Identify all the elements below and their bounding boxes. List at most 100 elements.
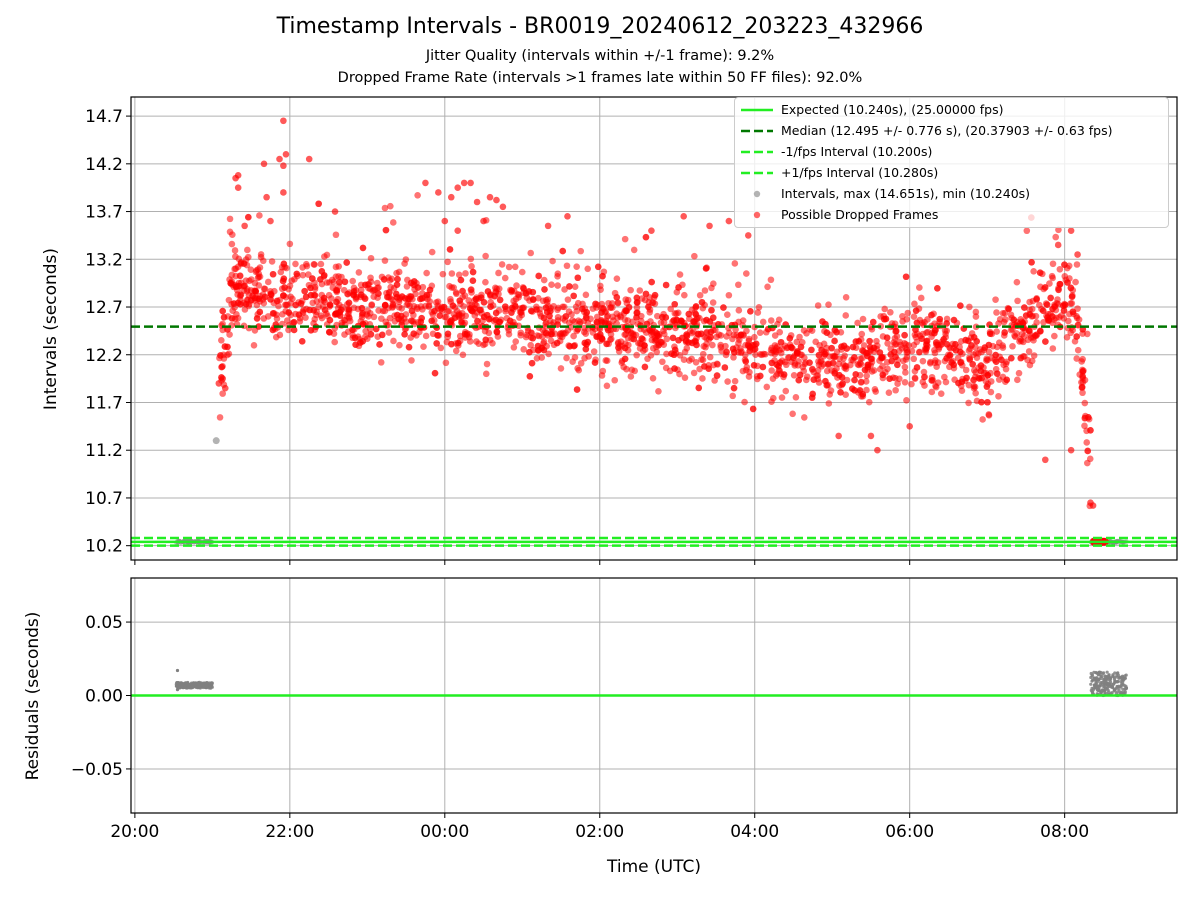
dropped-frame-point	[1028, 259, 1035, 266]
dropped-frame-point	[1002, 316, 1009, 323]
dropped-frame-point	[731, 377, 739, 385]
dropped-frame-point	[1018, 330, 1026, 338]
residual-point	[189, 685, 193, 690]
residual-point	[190, 683, 195, 687]
dropped-frame-point	[745, 335, 753, 343]
dropped-frame-point	[527, 249, 535, 257]
dropped-frame-point	[311, 291, 319, 299]
dropped-frame-point	[434, 331, 441, 339]
dropped-frame-point	[654, 312, 661, 320]
dropped-frame-point	[995, 392, 1002, 400]
dropped-frame-point	[467, 286, 475, 294]
dropped-frame-point	[242, 300, 250, 308]
dropped-frame-point	[1068, 293, 1076, 300]
dropped-frame-point	[448, 270, 456, 277]
dropped-frame-point	[676, 370, 683, 378]
dropped-frame-point	[219, 307, 226, 315]
dropped-frame-point	[757, 372, 764, 380]
dropped-frame-point	[297, 300, 305, 307]
residual-point	[1093, 683, 1097, 687]
dropped-frame-point	[924, 316, 931, 323]
dropped-frame-point	[582, 291, 590, 299]
dropped-frame-point	[970, 334, 978, 341]
dropped-frame-point	[1084, 330, 1091, 338]
dropped-frame-point	[916, 348, 923, 356]
dropped-frame-point	[970, 376, 977, 384]
dropped-frame-point	[398, 312, 405, 320]
dropped-frame-point	[395, 303, 403, 311]
dropped-frame-point	[496, 296, 504, 304]
dropped-frame-point	[1052, 233, 1060, 241]
dropped-frame-point	[359, 320, 367, 328]
dropped-frame-point	[216, 414, 224, 421]
dropped-frame-point	[709, 314, 717, 321]
dropped-frame-point	[459, 287, 466, 295]
chart-subtitle-jitter: Jitter Quality (intervals within +/-1 fr…	[425, 48, 775, 64]
dropped-frame-point	[472, 295, 480, 303]
bottom-y-axis-label: Residuals (seconds)	[23, 612, 43, 781]
dropped-frame-point	[743, 270, 750, 277]
dropped-frame-point	[698, 298, 706, 306]
dropped-frame-point	[950, 361, 958, 369]
dropped-frame-point	[462, 270, 469, 277]
dropped-frame-point	[985, 348, 993, 356]
dropped-frame-point	[841, 352, 848, 359]
dropped-frame-point	[285, 326, 292, 334]
dropped-frame-point	[863, 372, 871, 380]
dropped-frame-point	[671, 346, 679, 354]
dropped-frame-point	[529, 288, 537, 296]
dropped-frame-point	[1087, 426, 1094, 434]
dropped-frame-point	[1042, 338, 1049, 345]
dropped-frame-point	[355, 269, 363, 276]
dropped-frame-point	[554, 273, 561, 280]
dropped-frame-point	[510, 344, 518, 351]
dropped-frame-point	[790, 371, 798, 379]
dropped-frame-point	[368, 301, 376, 308]
dropped-frame-point	[867, 432, 875, 440]
dropped-frame-point	[803, 330, 810, 337]
residual-point	[1094, 685, 1098, 690]
dropped-frame-point	[902, 369, 909, 376]
dropped-frame-point	[582, 345, 590, 353]
dropped-frame-point	[349, 277, 357, 285]
dropped-frame-point	[279, 292, 287, 299]
dropped-frame-point	[972, 369, 979, 376]
dropped-frame-point	[408, 317, 416, 325]
dropped-frame-point	[1008, 354, 1015, 362]
dropped-frame-point	[976, 375, 983, 382]
dropped-frame-point	[317, 260, 325, 268]
dropped-frame-point	[912, 307, 920, 314]
residual-point	[1091, 678, 1095, 682]
dropped-frame-point	[879, 371, 887, 379]
dropped-frame-point	[675, 284, 682, 291]
dropped-frame-point	[1039, 307, 1047, 315]
dropped-frame-point	[965, 381, 973, 389]
dropped-frame-point	[381, 301, 389, 309]
residual-point	[1103, 678, 1107, 683]
dropped-frame-point	[1041, 284, 1049, 291]
dropped-frame-point	[1036, 269, 1044, 276]
dropped-frame-point	[833, 348, 841, 356]
dropped-frame-point	[699, 375, 706, 382]
dropped-frame-point	[628, 366, 636, 374]
dropped-frame-point	[692, 359, 700, 366]
dropped-frame-point	[359, 338, 366, 345]
dropped-frame-point	[1026, 361, 1034, 369]
dropped-frame-point	[627, 373, 635, 380]
dropped-frame-point	[293, 270, 301, 278]
dropped-frame-point	[473, 198, 481, 206]
dropped-frame-point	[288, 277, 296, 284]
dropped-frame-point	[433, 340, 440, 347]
dropped-frame-point	[957, 348, 964, 356]
dropped-frame-point	[940, 335, 947, 343]
dropped-frame-point	[514, 291, 522, 298]
dropped-frame-point	[1073, 355, 1081, 362]
residual-point	[1107, 683, 1111, 687]
dropped-frame-point	[1032, 332, 1039, 339]
dropped-frame-point	[573, 263, 580, 270]
dropped-frame-point	[1005, 305, 1012, 313]
dropped-frame-point	[256, 264, 264, 271]
dropped-frame-point	[482, 252, 489, 260]
dropped-frame-point	[286, 240, 294, 248]
dropped-frame-point	[667, 305, 674, 313]
